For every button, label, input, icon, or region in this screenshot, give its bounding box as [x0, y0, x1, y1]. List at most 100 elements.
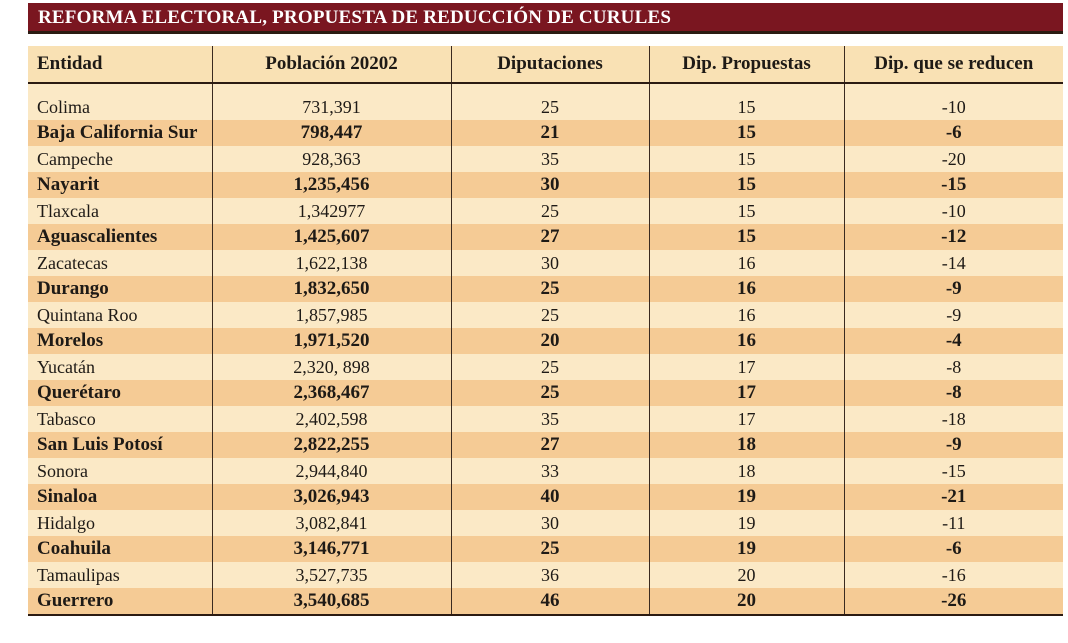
cell-entidad: Zacatecas	[28, 250, 212, 276]
cell-diputaciones: 40	[450, 484, 649, 510]
title-divider	[28, 31, 1063, 34]
cell-dip-propuestas: 16	[648, 276, 844, 302]
table-row: Sinaloa 3,026,943 40 19 -21	[28, 484, 1063, 510]
table-body: Colima 731,391 25 15 -10 Baja California Sur 7…	[28, 83, 1063, 616]
table-row: Baja California Sur 798,447 21 15 -6	[28, 120, 1063, 146]
cell-dip-propuestas: 16	[648, 328, 844, 354]
cell-poblacion: 1,832,650	[211, 276, 451, 302]
cell-dip-reducen: -14	[843, 250, 1063, 276]
table-row: Coahuila 3,146,771 25 19 -6	[28, 536, 1063, 562]
cell-poblacion: 2,822,255	[211, 432, 451, 458]
cell-diputaciones: 33	[450, 458, 649, 484]
cell-dip-reducen: -21	[843, 484, 1063, 510]
cell-dip-reducen: -6	[843, 120, 1063, 146]
cell-dip-propuestas: 19	[648, 536, 844, 562]
cell-dip-propuestas: 20	[648, 562, 844, 588]
cell-dip-reducen: -10	[843, 198, 1063, 224]
table-row: Campeche 928,363 35 15 -20	[28, 146, 1063, 172]
table-row: Hidalgo 3,082,841 30 19 -11	[28, 510, 1063, 536]
table-row: Morelos 1,971,520 20 16 -4	[28, 328, 1063, 354]
cell-poblacion: 1,622,138	[211, 250, 451, 276]
cell-poblacion: 2,944,840	[211, 458, 451, 484]
cell-entidad: Tlaxcala	[28, 198, 212, 224]
cell-poblacion: 1,971,520	[211, 328, 451, 354]
cell-diputaciones: 35	[450, 406, 649, 432]
cell-poblacion: 3,026,943	[211, 484, 451, 510]
cell-entidad: Quintana Roo	[28, 302, 212, 328]
cell-diputaciones: 25	[450, 302, 649, 328]
cell-dip-propuestas: 18	[648, 432, 844, 458]
cell-dip-propuestas: 20	[648, 588, 844, 616]
table-row: Nayarit 1,235,456 30 15 -15	[28, 172, 1063, 198]
cell-dip-reducen: -15	[843, 458, 1063, 484]
cell-diputaciones: 35	[450, 146, 649, 172]
cell-dip-reducen: -10	[843, 94, 1063, 120]
cell-entidad: Nayarit	[28, 172, 212, 198]
cell-entidad: Durango	[28, 276, 212, 302]
cell-diputaciones: 25	[450, 536, 649, 562]
cell-dip-reducen: -26	[843, 588, 1063, 616]
cell-dip-propuestas: 16	[648, 250, 844, 276]
cell-poblacion: 3,082,841	[211, 510, 451, 536]
table-row: Sonora 2,944,840 33 18 -15	[28, 458, 1063, 484]
cell-entidad: Colima	[28, 94, 212, 120]
cell-poblacion: 731,391	[211, 94, 451, 120]
cell-diputaciones: 21	[450, 120, 649, 146]
table-row: Tlaxcala 1,342977 25 15 -10	[28, 198, 1063, 224]
cell-entidad: Hidalgo	[28, 510, 212, 536]
table-row: Tabasco 2,402,598 35 17 -18	[28, 406, 1063, 432]
cell-dip-reducen: -8	[843, 354, 1063, 380]
table-row: Tamaulipas 3,527,735 36 20 -16	[28, 562, 1063, 588]
cell-entidad: Yucatán	[28, 354, 212, 380]
header-diputaciones: Diputaciones	[450, 46, 649, 84]
table-row: Quintana Roo 1,857,985 25 16 -9	[28, 302, 1063, 328]
header-poblacion: Población 20202	[211, 46, 451, 84]
cell-poblacion: 3,527,735	[211, 562, 451, 588]
cell-poblacion: 1,857,985	[211, 302, 451, 328]
table-row: Zacatecas 1,622,138 30 16 -14	[28, 250, 1063, 276]
table-row: Guerrero 3,540,685 46 20 -26	[28, 588, 1063, 616]
cell-entidad: Sinaloa	[28, 484, 212, 510]
table-row: Yucatán 2,320, 898 25 17 -8	[28, 354, 1063, 380]
cell-dip-reducen: -9	[843, 432, 1063, 458]
cell-entidad: Sonora	[28, 458, 212, 484]
cell-diputaciones: 25	[450, 94, 649, 120]
cell-dip-propuestas: 17	[648, 406, 844, 432]
cell-poblacion: 1,425,607	[211, 224, 451, 250]
cell-dip-reducen: -11	[843, 510, 1063, 536]
cell-diputaciones: 25	[450, 354, 649, 380]
cell-dip-reducen: -9	[843, 302, 1063, 328]
cell-dip-reducen: -15	[843, 172, 1063, 198]
cell-dip-propuestas: 15	[648, 172, 844, 198]
cell-entidad: Campeche	[28, 146, 212, 172]
cell-dip-propuestas: 15	[648, 224, 844, 250]
cell-poblacion: 928,363	[211, 146, 451, 172]
cell-poblacion: 2,320, 898	[211, 354, 451, 380]
cell-poblacion: 3,146,771	[211, 536, 451, 562]
header-entidad: Entidad	[28, 46, 212, 84]
header-dip-propuestas: Dip. Propuestas	[648, 46, 844, 84]
cell-diputaciones: 27	[450, 432, 649, 458]
cell-diputaciones: 27	[450, 224, 649, 250]
cell-diputaciones: 36	[450, 562, 649, 588]
cell-diputaciones: 25	[450, 276, 649, 302]
table-row: Durango 1,832,650 25 16 -9	[28, 276, 1063, 302]
cell-poblacion: 1,235,456	[211, 172, 451, 198]
cell-entidad: Querétaro	[28, 380, 212, 406]
cell-diputaciones: 30	[450, 510, 649, 536]
cell-dip-propuestas: 17	[648, 354, 844, 380]
cell-dip-reducen: -8	[843, 380, 1063, 406]
cell-poblacion: 1,342977	[211, 198, 451, 224]
cell-diputaciones: 25	[450, 198, 649, 224]
cell-dip-propuestas: 15	[648, 198, 844, 224]
cell-entidad: San Luis Potosí	[28, 432, 212, 458]
header-dip-reducen: Dip. que se reducen	[843, 46, 1063, 84]
curules-table: Entidad Población 20202 Diputaciones Dip…	[28, 46, 1063, 616]
cell-dip-propuestas: 15	[648, 94, 844, 120]
cell-dip-reducen: -20	[843, 146, 1063, 172]
header-row: Entidad Población 20202 Diputaciones Dip…	[28, 46, 1063, 84]
table-row: Aguascalientes 1,425,607 27 15 -12	[28, 224, 1063, 250]
cell-dip-propuestas: 19	[648, 484, 844, 510]
cell-dip-propuestas: 15	[648, 120, 844, 146]
cell-entidad: Coahuila	[28, 536, 212, 562]
